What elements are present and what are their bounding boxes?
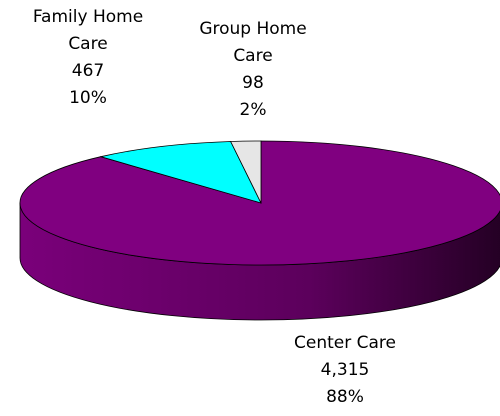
slice-label: Group Home Care 98 2% xyxy=(178,16,328,124)
slice xyxy=(230,140,262,204)
slice xyxy=(99,141,262,204)
percentage-label: 10% xyxy=(69,88,107,108)
value-label: 467 xyxy=(71,61,105,81)
percentage-label: 2% xyxy=(239,100,267,120)
slice-label: Center Care 4,315 88% xyxy=(290,330,400,411)
category-label: Group Home Care xyxy=(199,19,307,66)
percentage-label: 88% xyxy=(326,387,364,407)
value-label: 4,315 xyxy=(320,360,370,380)
value-label: 98 xyxy=(242,73,264,93)
category-label: Center Care xyxy=(294,333,396,353)
category-label: Family Home Care xyxy=(32,7,144,54)
slice-label: Family Home Care 467 10% xyxy=(28,4,148,112)
